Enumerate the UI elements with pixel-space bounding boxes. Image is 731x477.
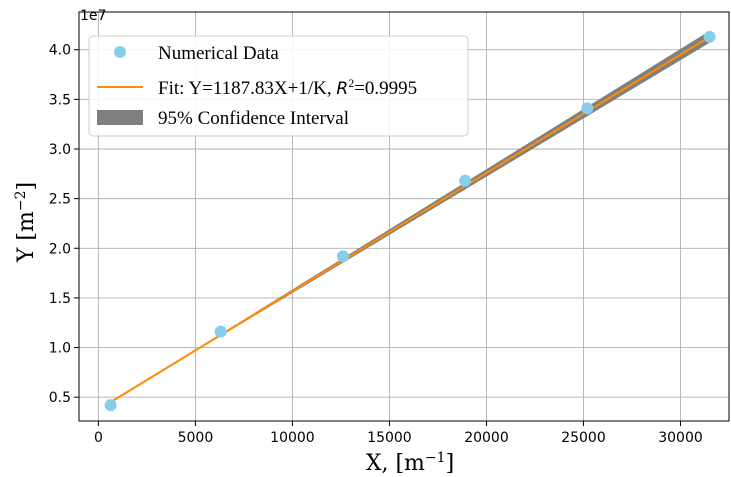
x-tick-label: 15000 [367, 430, 412, 446]
legend-scatter-marker [114, 46, 126, 58]
data-point [104, 399, 117, 412]
data-point [214, 325, 227, 338]
legend-fit-label: Fit: Y=1187.83X+1/K, R2=0.9995 [158, 76, 417, 99]
legend-scatter-label: Numerical Data [158, 43, 279, 64]
fit-line [110, 35, 711, 403]
data-point [581, 102, 594, 115]
y-multiplier-label: 1e7 [80, 8, 106, 24]
plot-frame [78, 11, 730, 422]
y-axis-label: Y [m−2] [13, 182, 39, 263]
data-points [104, 30, 716, 412]
y-tick-label: 4.0 [49, 43, 71, 59]
data-point [459, 174, 472, 187]
data-point [336, 250, 349, 263]
y-tick-label: 3.5 [49, 92, 71, 108]
x-tick-label: 5000 [178, 430, 214, 446]
y-tick-label: 2.5 [49, 192, 71, 208]
legend: Numerical Data Fit: Y=1187.83X+1/K, R2=0… [88, 35, 469, 137]
y-tick-label: 2.0 [49, 241, 71, 257]
x-axis-label: X, [m−1] [366, 450, 454, 476]
ticks: 0 5000 10000 15000 20000 25000 30000 0.5 1.0 1.5 2… [49, 43, 703, 446]
legend-box [88, 35, 469, 137]
y-tick-label: 3.0 [49, 142, 71, 158]
x-tick-label: 20000 [464, 430, 509, 446]
legend-ci-label: 95% Confidence Interval [158, 108, 349, 129]
confidence-band [110, 30, 710, 403]
x-tick-label: 30000 [658, 430, 703, 446]
legend-ci-marker [97, 110, 143, 125]
x-tick-label: 25000 [561, 430, 606, 446]
y-tick-label: 0.5 [49, 390, 71, 406]
x-tick-label: 10000 [270, 430, 315, 446]
x-tick-label: 0 [94, 430, 103, 446]
y-tick-label: 1.5 [49, 291, 71, 307]
data-point [703, 30, 716, 43]
y-tick-label: 1.0 [49, 341, 71, 357]
